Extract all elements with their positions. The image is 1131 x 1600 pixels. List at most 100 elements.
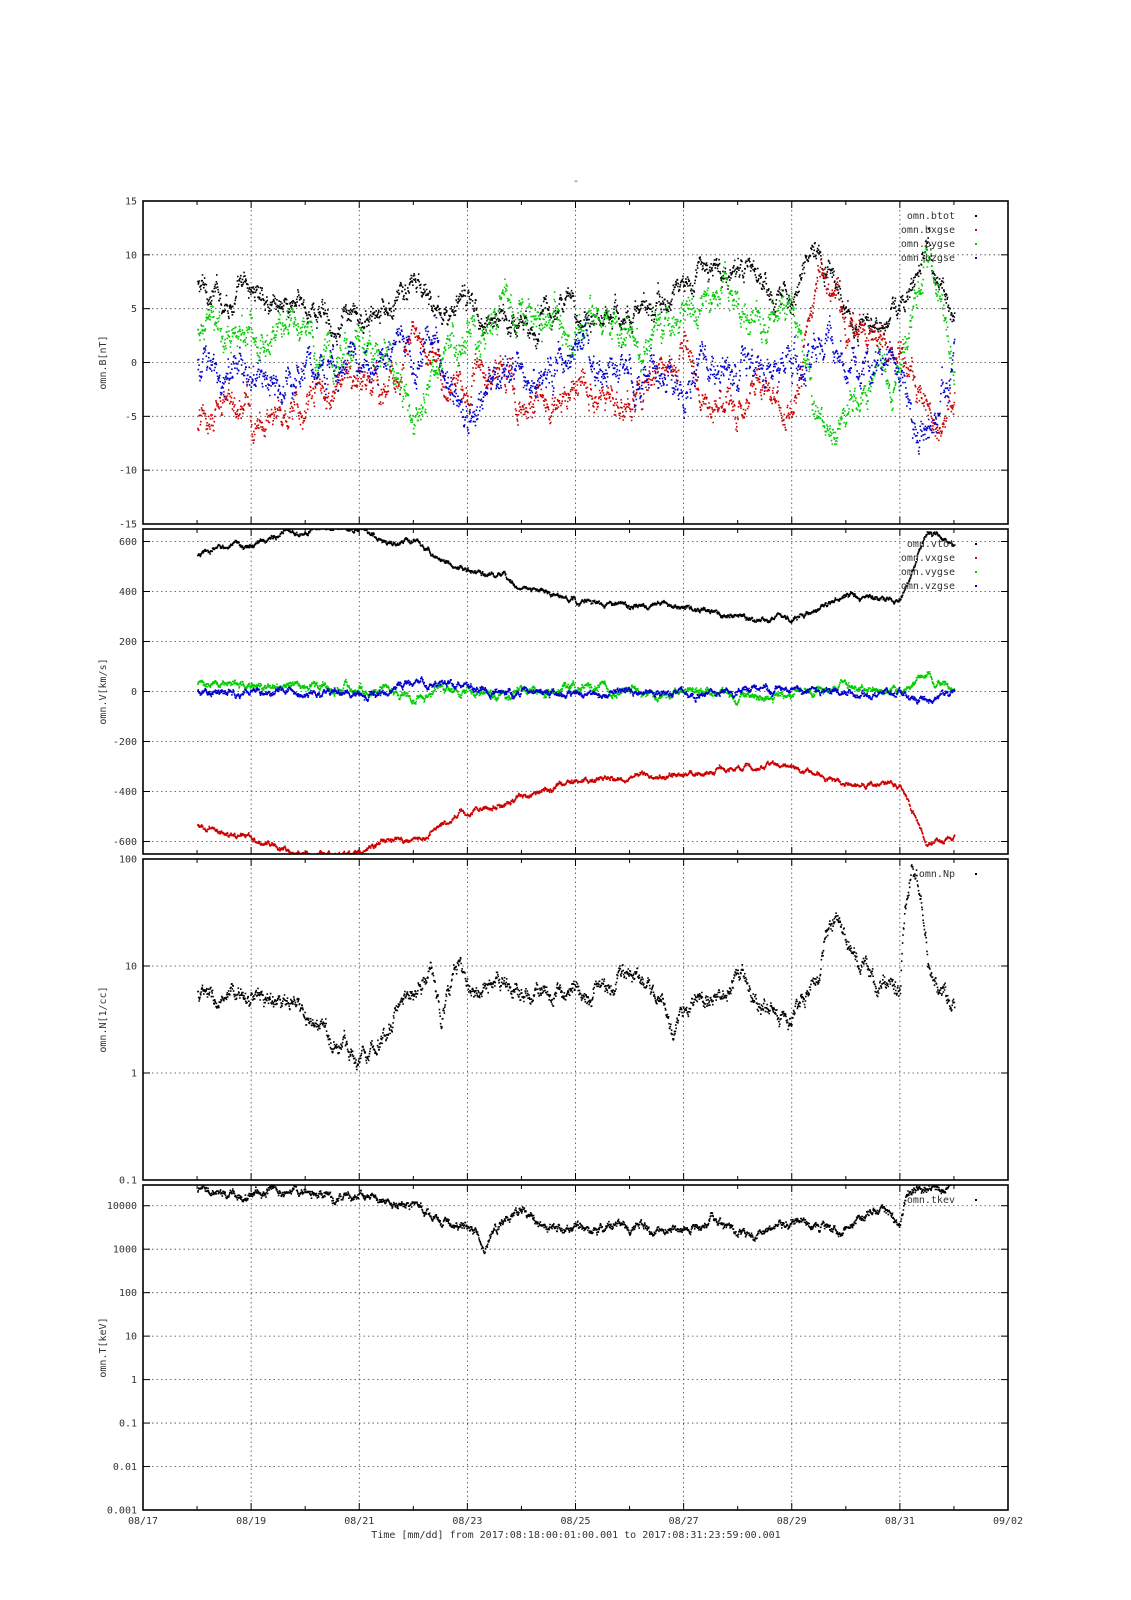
density-legend: omn.Np: [919, 869, 977, 880]
legend-marker-omn.bxgse: [975, 229, 977, 231]
series-omn.btot-points: [197, 227, 956, 350]
legend-label-omn.vzgse: omn.vzgse: [901, 581, 955, 592]
legend-marker-omn.btot: [975, 215, 977, 217]
series-omn.bzgse: [197, 315, 956, 455]
series-omn.vzgse: [197, 676, 956, 705]
xtick-label: 08/29: [777, 1516, 807, 1527]
temperature-data: [197, 1185, 956, 1255]
b-field-legend: omn.btot omn.bxgse omn.bygse omn.bzgse: [901, 211, 977, 264]
legend-label-omn.Np: omn.Np: [919, 869, 955, 880]
series-omn.bxgse: [197, 258, 956, 444]
temperature-ytick-label: 1000: [113, 1245, 137, 1256]
xtick-label: 08/31: [885, 1516, 915, 1527]
xtick-label: 08/27: [669, 1516, 699, 1527]
velocity-ytick-label: 600: [119, 537, 137, 548]
panel-b-field: -15 -10 -5 0 5 10 15 omn.B[nT] omn.btot omn.bxgse…: [98, 197, 1009, 531]
series-omn.vygse-points: [197, 671, 956, 706]
legend-marker-omn.bzgse: [975, 257, 977, 259]
legend-marker-omn.vzgse: [975, 585, 977, 587]
b-field-ytick-label: -5: [125, 412, 137, 423]
xtick-label: 08/17: [128, 1516, 158, 1527]
velocity-ytick-label: 400: [119, 587, 137, 598]
time-axis-label: Time [mm/dd] from 2017:08:18:00:01:00.00…: [371, 1530, 780, 1541]
legend-label-omn.bxgse: omn.bxgse: [901, 225, 955, 236]
legend-marker-omn.vygse: [975, 571, 977, 573]
legend-label-omn.vtot: omn.vtot: [907, 539, 955, 550]
velocity-ytick-label: -600: [113, 837, 137, 848]
velocity-data: [197, 529, 956, 854]
density-ytick-label: 10: [125, 962, 137, 973]
velocity-legend: omn.vtot omn.vxgse omn.vygse omn.vzgse: [901, 539, 977, 592]
xtick-label: 09/02: [993, 1516, 1023, 1527]
series-omn.vtot-points: [197, 529, 956, 624]
panel-density: 0.1 1 10 100 omn.N[1/cc] omn.Np: [98, 855, 1009, 1187]
series-omn.vxgse: [197, 760, 956, 854]
xtick-label: 08/25: [560, 1516, 590, 1527]
series-omn.bzgse-points: [197, 315, 956, 455]
legend-marker-omn.vxgse: [975, 557, 977, 559]
series-omn.vzgse-points: [197, 676, 956, 705]
series-omn.Np: [197, 864, 956, 1071]
series-omn.vygse: [197, 671, 956, 706]
temperature-legend: omn.tkev: [907, 1195, 977, 1206]
legend-label-omn.bzgse: omn.bzgse: [901, 253, 955, 264]
series-omn.vxgse-points: [197, 760, 956, 854]
panel-temperature: 0.001 0.01 0.1 1 10 100 1000 10000 omn.T[keV] omn…: [98, 1184, 1009, 1517]
b-field-ylabel: omn.B[nT]: [98, 335, 109, 389]
b-field-ytick-label: 15: [125, 197, 137, 208]
series-omn.tkev: [197, 1185, 956, 1255]
temperature-ytick-label: 100: [119, 1288, 137, 1299]
time-axis: 08/17 08/19 08/21 08/23 08/25 08/27 08/29 08/31…: [128, 1516, 1023, 1527]
velocity-ylabel: omn.V[km/s]: [98, 658, 109, 724]
xtick-label: 08/19: [236, 1516, 266, 1527]
density-data: [197, 864, 956, 1071]
panels: -15-10-5051015omn.B[nT]omn.btotomn.bxgse…: [98, 197, 1009, 1517]
legend-label-omn.bygse: omn.bygse: [901, 239, 955, 250]
velocity-ytick-label: 200: [119, 637, 137, 648]
series-omn.tkev-points: [197, 1185, 956, 1255]
xtick-label: 08/23: [452, 1516, 482, 1527]
temperature-ytick-label: 10: [125, 1332, 137, 1343]
b-field-ytick-label: 10: [125, 250, 137, 261]
b-field-frame: [142, 200, 1009, 525]
legend-marker-omn.Np: [975, 873, 977, 875]
temperature-ytick-label: 0.01: [113, 1462, 137, 1473]
temperature-ylabel: omn.T[keV]: [98, 1317, 109, 1377]
density-ytick-label: 1: [131, 1069, 137, 1080]
series-omn.btot: [197, 227, 956, 350]
legend-marker-omn.bygse: [975, 243, 977, 245]
figure-title: -: [573, 176, 579, 187]
velocity-ytick-label: -200: [113, 737, 137, 748]
temperature-ytick-label: 0.001: [107, 1506, 137, 1517]
legend-label-omn.vygse: omn.vygse: [901, 567, 955, 578]
series-omn.bygse-points: [197, 245, 956, 445]
xtick-label: 08/21: [344, 1516, 374, 1527]
density-y-axis: 0.1 1 10 100: [119, 855, 1009, 1187]
temperature-grid: [143, 1185, 1008, 1510]
b-field-ytick-label: 0: [131, 358, 137, 369]
b-field-grid: [143, 201, 1008, 524]
series-omn.vtot: [197, 529, 956, 624]
temperature-y-axis: 0.001 0.01 0.1 1 10 100 1000 10000: [107, 1185, 1009, 1517]
density-ytick-label: 0.1: [119, 1176, 137, 1187]
legend-label-omn.tkev: omn.tkev: [907, 1195, 955, 1206]
density-ylabel: omn.N[1/cc]: [98, 986, 109, 1052]
series-omn.bygse: [197, 245, 956, 445]
velocity-frame: [142, 528, 1009, 855]
temperature-ytick-label: 1: [131, 1375, 137, 1386]
temperature-ytick-label: 0.1: [119, 1419, 137, 1430]
legend-label-omn.btot: omn.btot: [907, 211, 955, 222]
b-field-ytick-label: -15: [119, 520, 137, 531]
velocity-ytick-label: -400: [113, 787, 137, 798]
b-field-ytick-label: -10: [119, 466, 137, 477]
panel-velocity: -600 -400 -200 0 200 400 600 omn.V[km/s] omn.vto…: [98, 528, 1009, 855]
density-grid: [143, 859, 1008, 1180]
legend-label-omn.vxgse: omn.vxgse: [901, 553, 955, 564]
velocity-ytick-label: 0: [131, 687, 137, 698]
temperature-ytick-label: 10000: [107, 1201, 137, 1212]
series-omn.bxgse-points: [197, 258, 956, 444]
temperature-frame: [142, 1184, 1009, 1511]
density-frame: [142, 858, 1009, 1181]
density-ytick-label: 100: [119, 855, 137, 866]
